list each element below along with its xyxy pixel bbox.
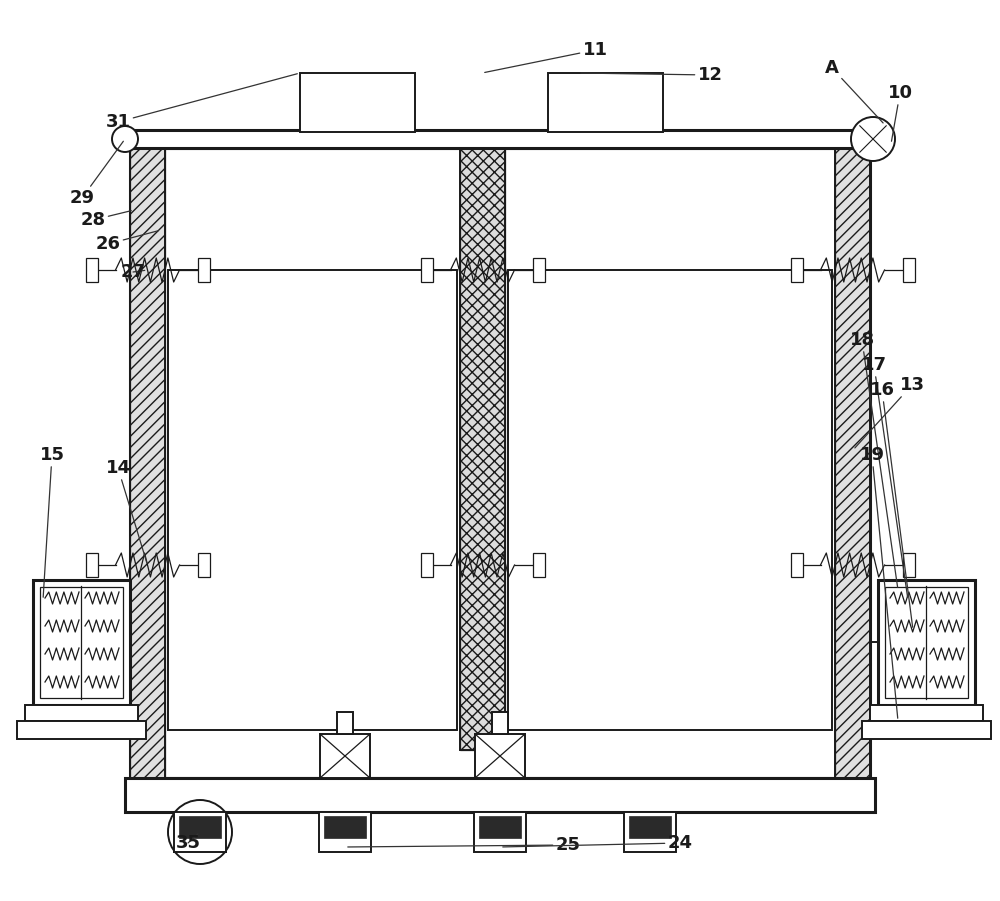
Text: 25: 25 xyxy=(348,836,580,854)
Bar xyxy=(475,734,525,778)
Circle shape xyxy=(112,126,138,152)
Text: 27: 27 xyxy=(120,263,146,281)
Bar xyxy=(174,812,226,852)
Text: 24: 24 xyxy=(503,834,692,852)
Bar xyxy=(179,816,221,838)
Text: 29: 29 xyxy=(70,141,123,207)
Bar xyxy=(130,148,165,778)
Bar xyxy=(492,712,508,734)
Text: 17: 17 xyxy=(862,356,908,597)
Bar xyxy=(790,258,802,282)
Bar xyxy=(174,812,226,852)
Text: 14: 14 xyxy=(106,459,147,562)
Bar xyxy=(878,580,975,705)
Bar xyxy=(324,816,366,838)
Bar xyxy=(862,721,991,739)
Text: 15: 15 xyxy=(40,446,64,597)
Bar xyxy=(168,270,457,730)
Text: 19: 19 xyxy=(860,446,898,718)
Bar xyxy=(790,553,802,577)
Bar xyxy=(125,778,875,812)
Bar xyxy=(130,148,870,778)
Bar xyxy=(198,553,210,577)
Text: 31: 31 xyxy=(106,74,297,131)
Bar xyxy=(479,816,521,838)
Text: 16: 16 xyxy=(870,381,913,627)
Bar xyxy=(460,148,505,750)
Bar xyxy=(86,553,98,577)
Circle shape xyxy=(168,800,232,864)
Text: 13: 13 xyxy=(855,376,924,448)
Bar xyxy=(902,553,914,577)
Bar xyxy=(33,580,130,705)
Text: A: A xyxy=(825,59,883,123)
Bar xyxy=(86,258,98,282)
Bar xyxy=(319,812,371,852)
Text: 12: 12 xyxy=(581,66,722,84)
Bar xyxy=(420,553,432,577)
Bar xyxy=(835,148,870,778)
Bar xyxy=(125,778,875,812)
Bar xyxy=(198,258,210,282)
Bar xyxy=(532,258,544,282)
Text: 28: 28 xyxy=(80,211,131,229)
Bar xyxy=(629,816,671,838)
Bar xyxy=(532,553,544,577)
Bar xyxy=(902,258,914,282)
Bar xyxy=(17,721,146,739)
Text: 11: 11 xyxy=(485,41,608,72)
Bar xyxy=(420,258,432,282)
Bar xyxy=(885,587,968,698)
Text: 26: 26 xyxy=(96,231,158,253)
Bar xyxy=(460,148,505,750)
Bar xyxy=(40,587,123,698)
Bar xyxy=(548,73,663,132)
Bar xyxy=(870,705,983,721)
Bar xyxy=(320,734,370,778)
Bar xyxy=(179,816,221,838)
Text: 18: 18 xyxy=(849,331,898,587)
Circle shape xyxy=(851,117,895,161)
Bar xyxy=(130,130,870,148)
Bar xyxy=(130,148,165,778)
Text: 10: 10 xyxy=(888,84,912,141)
Bar xyxy=(25,705,138,721)
Bar xyxy=(300,73,415,132)
Bar xyxy=(125,778,875,812)
Bar xyxy=(337,712,353,734)
Bar xyxy=(508,270,832,730)
Bar xyxy=(474,812,526,852)
Bar xyxy=(835,148,870,778)
Bar xyxy=(624,812,676,852)
Text: 35: 35 xyxy=(176,834,200,852)
